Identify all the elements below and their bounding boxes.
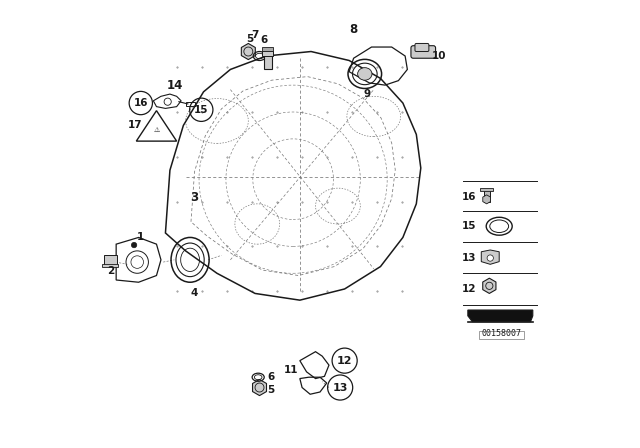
Text: 11: 11 <box>284 365 298 375</box>
Text: 15: 15 <box>194 105 209 115</box>
Text: 12: 12 <box>337 356 353 366</box>
Bar <box>484 189 490 202</box>
Text: 7: 7 <box>252 30 259 40</box>
Text: 13: 13 <box>332 383 348 392</box>
Text: 6: 6 <box>260 35 268 45</box>
Bar <box>104 255 116 265</box>
Text: 3: 3 <box>191 190 198 204</box>
Bar <box>264 54 271 69</box>
Ellipse shape <box>358 68 372 80</box>
Text: 5: 5 <box>246 34 253 44</box>
FancyBboxPatch shape <box>415 43 429 52</box>
Text: ⚠: ⚠ <box>154 127 159 133</box>
Text: 17: 17 <box>128 121 143 130</box>
Circle shape <box>487 255 493 261</box>
Text: 13: 13 <box>461 253 476 263</box>
Text: 12: 12 <box>461 284 476 294</box>
Text: 6: 6 <box>267 372 275 382</box>
Text: 9: 9 <box>364 89 371 99</box>
FancyBboxPatch shape <box>411 46 436 58</box>
Text: 4: 4 <box>191 289 198 298</box>
Polygon shape <box>481 250 499 264</box>
Text: 14: 14 <box>166 78 182 92</box>
Text: 1: 1 <box>137 233 145 242</box>
Text: 8: 8 <box>349 22 358 36</box>
Bar <box>262 51 273 56</box>
Circle shape <box>131 242 137 248</box>
Text: 2: 2 <box>107 266 115 276</box>
Text: 5: 5 <box>267 385 275 395</box>
Text: 15: 15 <box>461 221 476 231</box>
Text: 16: 16 <box>134 98 148 108</box>
Bar <box>102 264 118 267</box>
Text: 00158007: 00158007 <box>481 329 522 338</box>
Bar <box>186 102 195 106</box>
Bar <box>479 331 524 339</box>
Polygon shape <box>468 310 533 322</box>
Text: 10: 10 <box>431 51 446 61</box>
Bar <box>481 188 493 191</box>
Text: 16: 16 <box>461 192 476 202</box>
Bar <box>262 47 273 51</box>
